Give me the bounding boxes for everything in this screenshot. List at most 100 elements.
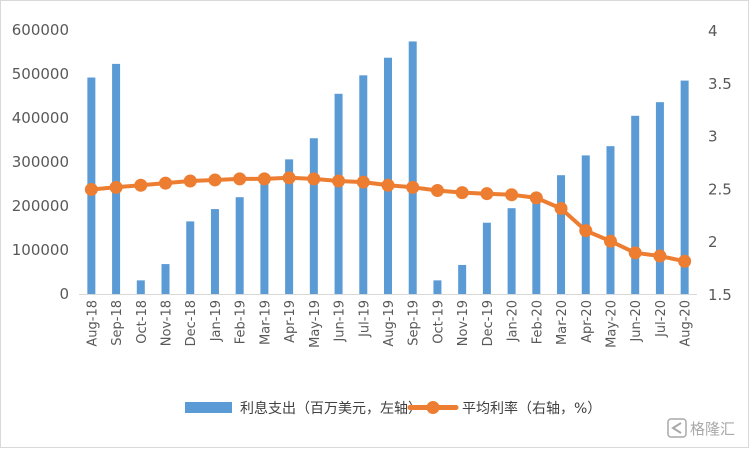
x-tick-label: Jun-20 bbox=[629, 300, 644, 343]
x-tick-label: May-19 bbox=[308, 300, 323, 348]
x-tick-label: Feb-20 bbox=[530, 300, 545, 344]
line-point bbox=[529, 191, 543, 205]
line-point bbox=[208, 173, 222, 187]
line-point bbox=[430, 184, 444, 198]
x-tick-label: Apr-19 bbox=[283, 300, 298, 343]
bar bbox=[112, 63, 121, 294]
line-series bbox=[84, 171, 692, 268]
watermark: 格隆汇 bbox=[667, 418, 735, 438]
x-tick-label: Jun-19 bbox=[333, 300, 348, 343]
bar bbox=[532, 192, 541, 294]
x-tick-label: Oct-19 bbox=[431, 300, 446, 344]
x-tick-label: Feb-19 bbox=[234, 300, 249, 344]
bar bbox=[235, 197, 244, 294]
right-tick-label: 3 bbox=[708, 128, 718, 146]
legend-bar-swatch bbox=[185, 402, 232, 413]
x-tick-label: Jul-19 bbox=[357, 300, 372, 338]
left-tick-label: 0 bbox=[59, 285, 69, 303]
x-tick-label: Nov-18 bbox=[160, 300, 175, 346]
legend: 利息支出（百万美元，左轴） 平均利率（右轴，%） bbox=[185, 400, 601, 417]
right-tick-label: 4 bbox=[708, 22, 718, 40]
line-point bbox=[233, 172, 247, 186]
bar bbox=[186, 221, 195, 294]
line-point bbox=[678, 254, 692, 268]
x-tick-label: May-20 bbox=[604, 300, 619, 348]
bar bbox=[408, 41, 417, 294]
line-point bbox=[356, 175, 370, 189]
line-point bbox=[332, 174, 346, 188]
right-tick-label: 2.5 bbox=[708, 180, 732, 198]
left-tick-label: 400000 bbox=[12, 109, 69, 127]
line-point bbox=[84, 182, 98, 196]
x-tick-label: Apr-20 bbox=[580, 300, 595, 343]
x-tick-label: Dec-18 bbox=[184, 300, 199, 346]
watermark-logo-icon bbox=[667, 418, 687, 438]
bar bbox=[433, 280, 442, 294]
left-tick-label: 600000 bbox=[12, 21, 69, 39]
bar bbox=[655, 102, 664, 294]
right-tick-label: 2 bbox=[708, 233, 718, 251]
bar bbox=[482, 222, 491, 294]
right-tick-label: 1.5 bbox=[708, 286, 732, 304]
bar bbox=[631, 115, 640, 294]
line-point bbox=[653, 249, 667, 263]
x-tick-label: Oct-18 bbox=[135, 300, 150, 344]
x-axis-ticks: Aug-18 Sep-18 Oct-18 Nov-18 Dec-18 Jan-19 Feb-… bbox=[85, 300, 693, 348]
left-tick-label: 500000 bbox=[12, 65, 69, 83]
bar bbox=[334, 93, 343, 294]
line-point bbox=[183, 174, 197, 188]
line-point bbox=[406, 180, 420, 194]
x-tick-label: Mar-20 bbox=[555, 300, 570, 345]
bar bbox=[606, 146, 615, 294]
bar bbox=[458, 264, 467, 294]
x-tick-label: Aug-20 bbox=[679, 300, 694, 347]
line-point bbox=[480, 187, 494, 201]
x-tick-label: Jul-20 bbox=[654, 300, 669, 338]
left-tick-label: 100000 bbox=[12, 241, 69, 259]
line-point bbox=[554, 201, 568, 215]
x-tick-label: Sep-18 bbox=[110, 300, 125, 346]
line-point bbox=[455, 186, 469, 200]
bar bbox=[507, 208, 516, 294]
line-point bbox=[159, 176, 173, 190]
line-point bbox=[282, 171, 296, 185]
line-point bbox=[307, 172, 321, 186]
line-point bbox=[505, 188, 519, 202]
x-tick-label: Jan-19 bbox=[209, 300, 224, 342]
right-axis-ticks: 1.5 2 2.5 3 3.5 4 bbox=[708, 22, 732, 304]
bar bbox=[557, 175, 566, 294]
bar bbox=[680, 80, 689, 294]
bar bbox=[384, 57, 392, 294]
x-tick-label: Dec-19 bbox=[481, 300, 496, 346]
line-point bbox=[603, 234, 617, 248]
legend-line-marker bbox=[426, 401, 440, 414]
x-tick-label: Sep-19 bbox=[407, 300, 422, 346]
x-tick-label: Aug-18 bbox=[85, 300, 100, 347]
watermark-text: 格隆汇 bbox=[690, 420, 735, 438]
line-point bbox=[134, 178, 148, 192]
watermark-logo-mark bbox=[671, 422, 682, 434]
left-tick-label: 300000 bbox=[12, 153, 69, 171]
bar bbox=[309, 138, 318, 294]
line-point bbox=[381, 178, 395, 192]
x-tick-label: Mar-19 bbox=[258, 300, 273, 345]
legend-bar-label: 利息支出（百万美元，左轴） bbox=[240, 400, 422, 417]
line-point bbox=[257, 172, 271, 186]
bar bbox=[260, 175, 269, 294]
x-tick-label: Jan-20 bbox=[506, 300, 521, 342]
right-tick-label: 3.5 bbox=[708, 75, 732, 93]
bar bbox=[285, 159, 294, 294]
line-point bbox=[109, 180, 123, 194]
left-axis-ticks: 0 100000 200000 300000 400000 500000 600000 bbox=[12, 21, 69, 303]
legend-line-label: 平均利率（右轴，%） bbox=[462, 400, 601, 417]
x-tick-label: Nov-19 bbox=[456, 300, 471, 346]
line-point bbox=[579, 224, 593, 238]
x-tick-label: Aug-19 bbox=[382, 300, 397, 347]
bar bbox=[161, 264, 170, 294]
bar bbox=[136, 280, 145, 294]
line-point bbox=[628, 246, 642, 260]
bar bbox=[210, 209, 219, 294]
